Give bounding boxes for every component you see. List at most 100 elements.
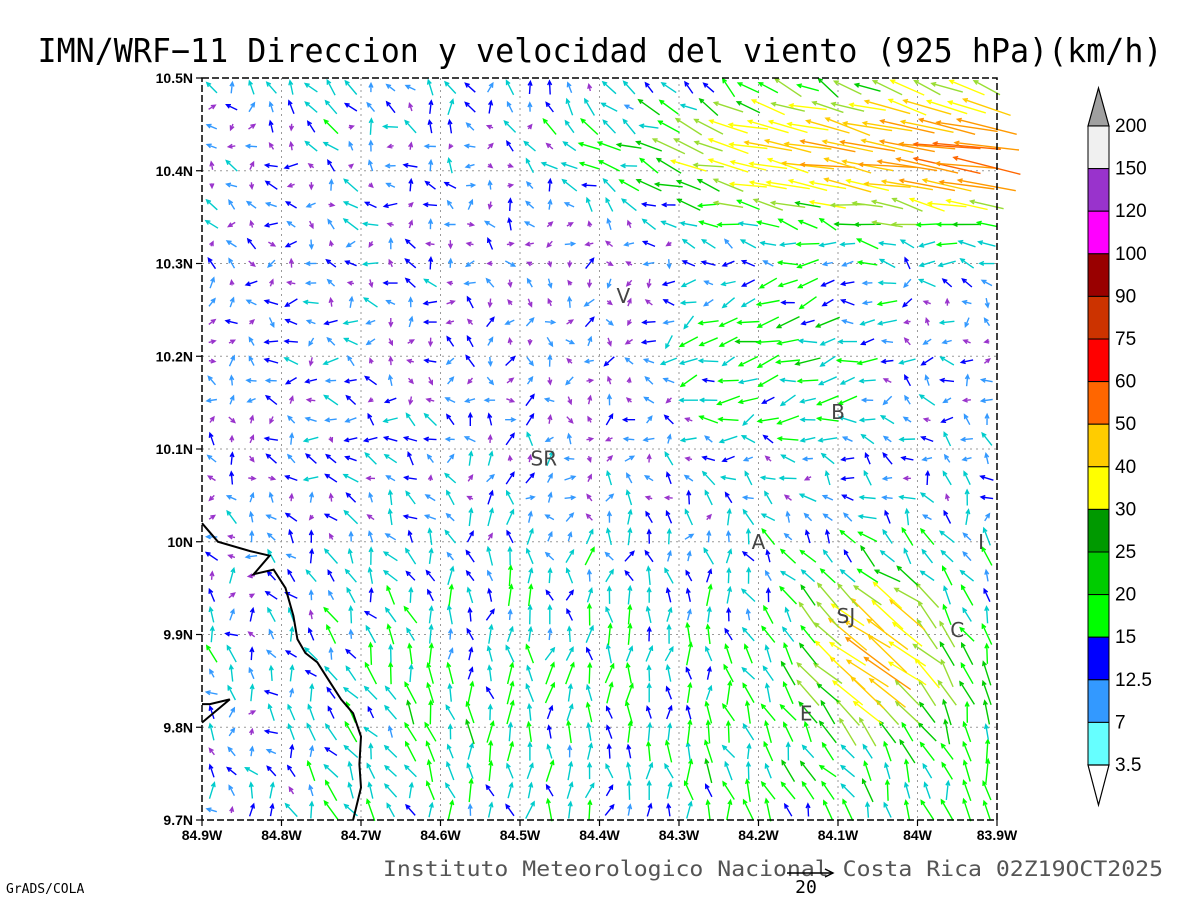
wind-vector [779, 394, 796, 407]
wind-vector [404, 721, 417, 742]
wind-vector [244, 143, 258, 149]
wind-vector [843, 549, 853, 563]
wind-vector [980, 279, 993, 287]
wind-vector [645, 761, 654, 780]
wind-vector [745, 760, 752, 780]
wind-vector [263, 729, 278, 735]
wind-vector [880, 358, 894, 364]
wind-vector [284, 376, 297, 385]
wind-vector [860, 338, 875, 346]
wind-vector [664, 739, 673, 763]
wind-vector [585, 528, 594, 545]
wind-vector [228, 354, 235, 367]
wind-vector [267, 703, 275, 721]
wind-vector [841, 121, 893, 132]
wind-vector [565, 97, 574, 116]
wind-vector [407, 339, 415, 345]
wind-vector [208, 722, 215, 741]
wind-vector [717, 416, 739, 422]
wind-vector [504, 319, 515, 325]
wind-vector [306, 722, 316, 741]
wind-vector [645, 510, 653, 524]
wind-vector [585, 624, 594, 643]
colorbar-swatch [1087, 295, 1110, 340]
wind-vector [712, 101, 744, 113]
wind-vector [799, 161, 856, 169]
wind-vector [884, 778, 891, 801]
wind-vector [871, 220, 903, 228]
wind-vector [446, 760, 455, 781]
wind-vector [265, 514, 277, 520]
wind-vector [873, 569, 901, 583]
wind-vector [526, 527, 534, 545]
wind-vector [526, 431, 534, 446]
wind-vector [288, 528, 294, 544]
wind-vector [920, 436, 934, 443]
wind-vector [444, 529, 457, 544]
wind-vector [926, 200, 967, 208]
wind-vector [386, 143, 394, 149]
wind-vector [447, 647, 454, 660]
wind-vector [959, 680, 975, 705]
wind-vector [756, 417, 779, 424]
wind-vector [269, 416, 275, 425]
wind-vector [898, 178, 956, 192]
wind-vector [404, 84, 416, 91]
wind-vector [945, 779, 951, 801]
wind-vector [879, 119, 935, 134]
wind-vector [665, 587, 672, 603]
wind-vector [786, 121, 829, 131]
wind-vector [800, 584, 816, 606]
wind-vector [606, 299, 613, 306]
wind-vector [248, 781, 254, 799]
wind-vector [942, 470, 952, 486]
wind-vector [741, 495, 754, 501]
wind-vector [848, 102, 886, 111]
wind-vector [446, 453, 455, 464]
wind-vector [960, 641, 974, 666]
wind-vector [325, 453, 337, 464]
wind-vector [712, 178, 744, 192]
wind-vector [641, 240, 656, 248]
wind-vector [507, 279, 513, 288]
wind-vector [427, 118, 433, 134]
wind-vector [288, 257, 295, 268]
wind-vector [544, 319, 557, 325]
wind-vector [426, 758, 434, 783]
wind-vector [775, 315, 800, 329]
wind-vector [585, 513, 593, 521]
wind-vector [878, 139, 935, 153]
wind-vector [447, 627, 454, 640]
wind-vector [465, 700, 475, 724]
wind-vector [840, 456, 855, 462]
wind-vector [227, 554, 236, 560]
wind-vector [348, 604, 354, 624]
wind-vector [505, 79, 515, 96]
wind-vector [821, 139, 874, 153]
wind-vector [523, 221, 535, 228]
wind-vector [244, 280, 258, 287]
wind-vector [563, 456, 575, 462]
wind-vector [304, 140, 318, 152]
wind-vector [403, 605, 418, 624]
wind-vector [683, 779, 694, 801]
wind-vector [674, 117, 703, 136]
wind-vector [646, 565, 652, 585]
wind-vector [705, 719, 711, 744]
colorbar-label: 20 [1115, 585, 1136, 606]
wind-vector [506, 529, 514, 544]
wind-vector [832, 80, 862, 95]
wind-vector [962, 720, 972, 743]
wind-vector [937, 679, 957, 706]
wind-vector [757, 374, 779, 387]
wind-vector [367, 566, 374, 584]
wind-vector [443, 221, 456, 228]
wind-vector [805, 119, 850, 134]
wind-vector [785, 510, 791, 523]
wind-vector [824, 528, 831, 544]
wind-vector [925, 317, 930, 326]
wind-vector [837, 415, 857, 424]
wind-vector [249, 219, 255, 228]
wind-vector [679, 221, 698, 227]
wind-vector [606, 455, 614, 462]
